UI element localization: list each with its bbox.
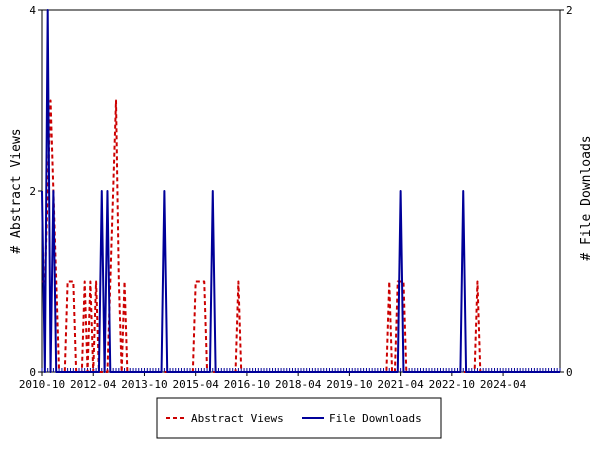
y-axis-left-title: # Abstract Views xyxy=(9,128,24,253)
y-left-tick-label: 0 xyxy=(29,366,36,379)
legend-label-abstract-views: Abstract Views xyxy=(191,412,284,425)
series-lines xyxy=(41,9,560,373)
x-tick-label: 2019-10 xyxy=(326,378,372,391)
legend: Abstract Views File Downloads xyxy=(156,397,442,439)
x-tick-label: 2021-04 xyxy=(377,378,424,391)
x-tick-label: 2010-10 xyxy=(19,378,65,391)
x-tick-label: 2018-04 xyxy=(275,378,322,391)
y-axis-left-tick-labels: 0 2 4 xyxy=(29,4,42,379)
legend-label-file-downloads: File Downloads xyxy=(329,412,422,425)
plot-area xyxy=(41,9,561,373)
x-tick-label: 2022-10 xyxy=(429,378,475,391)
x-tick-label: 2013-10 xyxy=(121,378,167,391)
y-right-tick-label: 2 xyxy=(566,4,573,17)
y-left-tick-label: 4 xyxy=(29,4,36,17)
legend-box xyxy=(156,397,442,439)
x-tick-label: 2015-04 xyxy=(173,378,220,391)
x-tick-label: 2024-04 xyxy=(480,378,527,391)
y-right-tick-label: 0 xyxy=(566,366,573,379)
x-tick-label: 2012-04 xyxy=(70,378,117,391)
y-axis-right-tick-labels: 02 xyxy=(560,4,573,379)
series-line-file-downloads xyxy=(41,9,560,373)
x-axis-tick-labels: 2010-10 2012-04 2013-10 2015-04 2016-10 2018-… xyxy=(19,372,527,391)
y-axis-right-title: # File Downloads xyxy=(579,135,594,260)
x-tick-label: 2016-10 xyxy=(224,378,270,391)
y-left-tick-label: 2 xyxy=(29,185,36,198)
